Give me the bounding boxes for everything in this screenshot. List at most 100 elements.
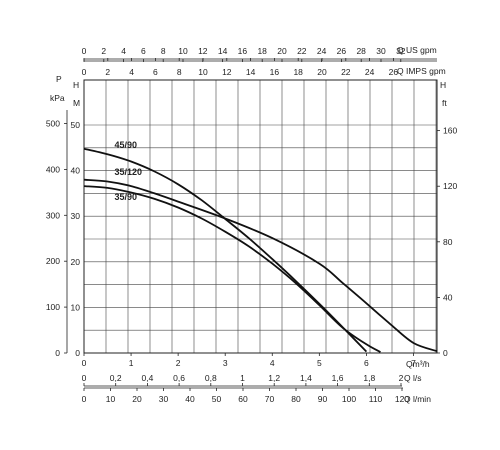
us-gpm-tick-label: 18 <box>257 46 267 56</box>
m3h-tick-label: 2 <box>176 358 181 368</box>
imps-gpm-tick-label: 24 <box>365 67 375 77</box>
bottom-axis-lmin: 0 10 20 30 40 50 60 70 80 90 100 110 120 <box>82 387 409 404</box>
imps-gpm-tick-label: 4 <box>129 67 134 77</box>
ls-unit: Q l/s <box>404 373 421 383</box>
us-gpm-tick-label: 24 <box>317 46 327 56</box>
us-gpm-tick-label: 32 <box>396 46 406 56</box>
lmin-tick-label: 100 <box>342 394 356 404</box>
us-gpm-tick-label: 4 <box>121 46 126 56</box>
m3h-tick-label: 3 <box>223 358 228 368</box>
curve-35-90 <box>83 185 381 353</box>
lmin-tick-label: 110 <box>369 394 383 404</box>
m3h-tick-label: 6 <box>364 358 369 368</box>
head-label-m: M <box>73 98 80 108</box>
lmin-unit: Q l/min <box>404 394 431 404</box>
lmin-tick-label: 90 <box>318 394 328 404</box>
head-tick-label: 0 <box>75 348 80 358</box>
m3h-tick-label: 0 <box>82 358 87 368</box>
ls-tick-label: 0,8 <box>205 373 217 383</box>
pump-curves: 45/90 35/120 35/90 <box>83 140 438 353</box>
feet-tick-label: 40 <box>443 292 453 302</box>
feet-label-h: H <box>440 80 446 90</box>
ls-tick-label: 1,2 <box>268 373 280 383</box>
head-tick-label: 30 <box>71 211 81 221</box>
m3h-tick-label: 5 <box>317 358 322 368</box>
left-axis-pressure: 0 100 200 300 400 500 <box>46 110 68 358</box>
us-gpm-tick-label: 14 <box>218 46 228 56</box>
us-gpm-tick-label: 12 <box>198 46 208 56</box>
feet-tick-label: 0 <box>443 348 448 358</box>
right-axis-feet: 0 40 80 120 160 <box>437 126 457 358</box>
ls-tick-label: 1,4 <box>300 373 312 383</box>
us-gpm-tick-label: 28 <box>356 46 366 56</box>
head-tick-label: 40 <box>71 166 81 176</box>
us-gpm-tick-label: 6 <box>141 46 146 56</box>
us-gpm-tick-label: 8 <box>161 46 166 56</box>
head-label-h: H <box>73 80 79 90</box>
curve-label-35-120: 35/120 <box>114 167 142 177</box>
ls-tick-label: 0 <box>82 373 87 383</box>
lmin-tick-label: 60 <box>238 394 248 404</box>
curve-label-45-90: 45/90 <box>114 140 137 150</box>
us-gpm-tick-label: 16 <box>238 46 248 56</box>
pressure-tick-label: 300 <box>46 210 60 220</box>
feet-label-ft: ft <box>442 98 447 108</box>
feet-tick-label: 120 <box>443 181 457 191</box>
ls-tick-label: 0,4 <box>141 373 153 383</box>
ls-tick-label: 2 <box>399 373 404 383</box>
imps-gpm-tick-label: 2 <box>105 67 110 77</box>
left-axis-head: 0 10 20 30 40 50 <box>71 120 81 358</box>
lmin-tick-label: 10 <box>106 394 116 404</box>
top-axis-imps-gpm: 0 2 4 6 8 10 12 14 16 18 20 22 24 26 <box>82 58 437 77</box>
imps-gpm-tick-label: 0 <box>82 67 87 77</box>
imps-gpm-tick-label: 8 <box>177 67 182 77</box>
imps-gpm-tick-label: 20 <box>317 67 327 77</box>
us-gpm-tick-label: 26 <box>337 46 347 56</box>
lmin-tick-label: 50 <box>212 394 222 404</box>
imps-gpm-tick-label: 22 <box>341 67 351 77</box>
plot-border <box>83 79 438 354</box>
pressure-label-kpa: kPa <box>50 93 65 103</box>
pressure-tick-label: 500 <box>46 119 60 129</box>
ls-tick-label: 1 <box>240 373 245 383</box>
m3h-tick-label: 1 <box>129 358 134 368</box>
us-gpm-tick-label: 20 <box>277 46 287 56</box>
imps-gpm-tick-label: 16 <box>270 67 280 77</box>
plot-frame <box>83 79 438 354</box>
us-gpm-tick-label: 22 <box>297 46 307 56</box>
us-gpm-tick-label: 30 <box>376 46 386 56</box>
feet-tick-label: 80 <box>443 237 453 247</box>
pressure-tick-label: 400 <box>46 164 60 174</box>
us-gpm-tick-label: 0 <box>82 46 87 56</box>
m3h-tick-label: 7 <box>411 358 416 368</box>
ls-tick-label: 1,6 <box>332 373 344 383</box>
grid <box>84 80 437 354</box>
ls-tick-label: 1,8 <box>363 373 375 383</box>
lmin-tick-label: 80 <box>291 394 301 404</box>
curve-45-90 <box>83 147 368 353</box>
bottom-axis-ls: 0 0,2 0,4 0,6 0,8 1 1,2 1,4 1,6 1,8 2 <box>82 373 404 387</box>
imps-gpm-tick-label: 10 <box>198 67 208 77</box>
imps-gpm-tick-label: 18 <box>293 67 303 77</box>
pressure-tick-label: 200 <box>46 256 60 266</box>
feet-tick-label: 160 <box>443 126 457 136</box>
m3h-tick-label: 4 <box>270 358 275 368</box>
lmin-tick-label: 40 <box>185 394 195 404</box>
imps-gpm-tick-label: 14 <box>246 67 256 77</box>
ls-tick-label: 0,2 <box>110 373 122 383</box>
us-gpm-tick-label: 10 <box>178 46 188 56</box>
ls-tick-label: 0,6 <box>173 373 185 383</box>
lmin-tick-label: 20 <box>132 394 142 404</box>
pressure-tick-label: 0 <box>55 348 60 358</box>
pressure-tick-label: 100 <box>46 302 60 312</box>
bottom-axis-m3h: 0 1 2 3 4 5 6 7 <box>82 353 416 368</box>
us-gpm-unit: Q US gpm <box>397 45 437 55</box>
imps-gpm-tick-label: 26 <box>389 67 399 77</box>
lmin-tick-label: 70 <box>265 394 275 404</box>
lmin-tick-label: 120 <box>395 394 409 404</box>
lmin-tick-label: 30 <box>159 394 169 404</box>
curve-35-120 <box>83 178 438 353</box>
head-tick-label: 10 <box>71 302 81 312</box>
m3h-unit: Qm³/h <box>406 359 430 369</box>
